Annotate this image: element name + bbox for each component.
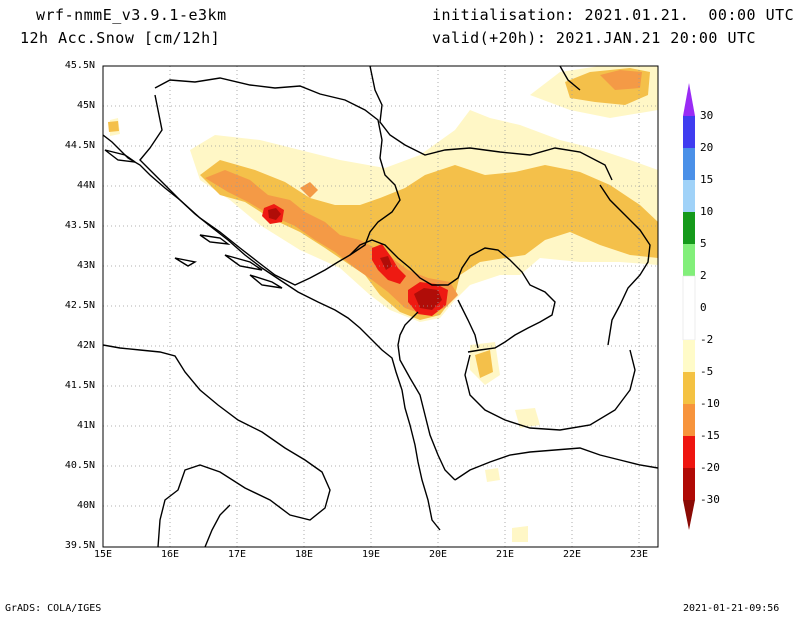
snow-area-moderate-w xyxy=(108,121,119,132)
italy-coast xyxy=(103,344,331,547)
colorbar-label: 5 xyxy=(700,237,707,250)
colorbar-label: 30 xyxy=(700,109,714,122)
colorbar-bin xyxy=(682,275,696,341)
field-title: 12h Acc.Snow [cm/12h] xyxy=(20,29,221,47)
lon-label: 16E xyxy=(161,549,180,560)
lat-label: 42N xyxy=(76,340,95,351)
colorbar-bin xyxy=(683,148,695,180)
croatia-islands-5 xyxy=(174,257,197,267)
render-timestamp: 2021-01-21-09:56 xyxy=(683,603,780,614)
lat-label: 40N xyxy=(76,500,95,511)
snow-area-extreme-3 xyxy=(380,256,392,270)
lat-label: 44.5N xyxy=(64,140,95,151)
snow-area-heavy-ne xyxy=(600,70,642,90)
grads-credit: GrADS: COLA/IGES xyxy=(5,603,102,614)
lon-label: 17E xyxy=(228,549,247,560)
map-frame xyxy=(102,65,659,548)
colorbar-upper-arrow xyxy=(683,83,695,116)
lat-label: 43N xyxy=(76,260,95,271)
adriatic-east-coast xyxy=(103,134,441,531)
croatia-islands-1 xyxy=(104,149,136,163)
snow-area-light-s3 xyxy=(485,468,500,482)
border-kosovo xyxy=(457,299,479,349)
lat-label: 45N xyxy=(76,100,95,111)
colorbar-bin xyxy=(683,116,695,148)
border-macedonia xyxy=(464,349,636,431)
snow-field xyxy=(108,66,658,542)
snow-area-heavy-2 xyxy=(300,182,318,198)
snow-area-extreme-2 xyxy=(414,288,442,310)
lat-label: 45.5N xyxy=(64,60,95,71)
lon-label: 23E xyxy=(630,549,649,560)
border-serbia-north xyxy=(369,66,613,181)
colorbar xyxy=(682,83,696,530)
colorbar-bin xyxy=(683,404,695,436)
snow-area-extreme-1 xyxy=(268,208,281,220)
lat-label: 40.5N xyxy=(64,460,95,471)
colorbar-bin xyxy=(683,244,695,276)
colorbar-bin xyxy=(683,212,695,244)
border-montenegro xyxy=(349,239,556,353)
lat-label: 43.5N xyxy=(64,220,95,231)
croatia-islands-3 xyxy=(224,254,263,271)
colorbar-label: 20 xyxy=(700,141,714,154)
lon-label: 15E xyxy=(94,549,113,560)
colorbar-label: -20 xyxy=(700,461,720,474)
border-greece xyxy=(454,447,658,481)
lat-label: 44N xyxy=(76,180,95,191)
snow-area-moderate xyxy=(200,160,658,320)
init-time: initialisation: 2021.01.21. 00:00 UTC xyxy=(432,6,795,24)
coastlines-borders xyxy=(103,66,658,547)
colorbar-label: 15 xyxy=(700,173,714,186)
lon-label: 18E xyxy=(295,549,314,560)
croatia-islands-4 xyxy=(249,274,283,289)
model-title: wrf-nmmE_v3.9.1-e3km xyxy=(36,6,227,24)
colorbar-bin xyxy=(683,340,695,372)
lat-label: 41.5N xyxy=(64,380,95,391)
colorbar-label: -10 xyxy=(700,397,720,410)
lat-label: 42.5N xyxy=(64,300,95,311)
colorbar-bin xyxy=(683,468,695,500)
colorbar-bin xyxy=(683,180,695,212)
snow-area-light-s2 xyxy=(515,408,540,428)
colorbar-label: 10 xyxy=(700,205,714,218)
lon-label: 21E xyxy=(496,549,515,560)
colorbar-lower-arrow xyxy=(683,500,695,530)
snow-area-moderate-s xyxy=(475,350,493,378)
grid xyxy=(103,66,658,547)
colorbar-label: -2 xyxy=(700,333,714,346)
colorbar-label: -15 xyxy=(700,429,720,442)
colorbar-label: 0 xyxy=(700,301,707,314)
border-albania xyxy=(397,311,456,481)
border-serbia-east xyxy=(599,184,651,346)
colorbar-bin xyxy=(683,372,695,404)
lat-label: 41N xyxy=(76,420,95,431)
colorbar-label: -30 xyxy=(700,493,720,506)
colorbar-bin xyxy=(683,436,695,468)
colorbar-label: -5 xyxy=(700,365,714,378)
colorbar-label: 2 xyxy=(700,269,707,282)
lat-label: 39.5N xyxy=(64,540,95,551)
hungary-border xyxy=(559,66,581,91)
border-bosnia xyxy=(139,77,401,286)
lon-label: 22E xyxy=(563,549,582,560)
snow-area-light-s4 xyxy=(512,526,528,542)
lon-label: 19E xyxy=(362,549,381,560)
croatia-islands-2 xyxy=(199,234,231,245)
lon-label: 20E xyxy=(429,549,448,560)
valid-time: valid(+20h): 2021.JAN.21 20:00 UTC xyxy=(432,29,757,47)
italy-heel xyxy=(204,504,231,547)
